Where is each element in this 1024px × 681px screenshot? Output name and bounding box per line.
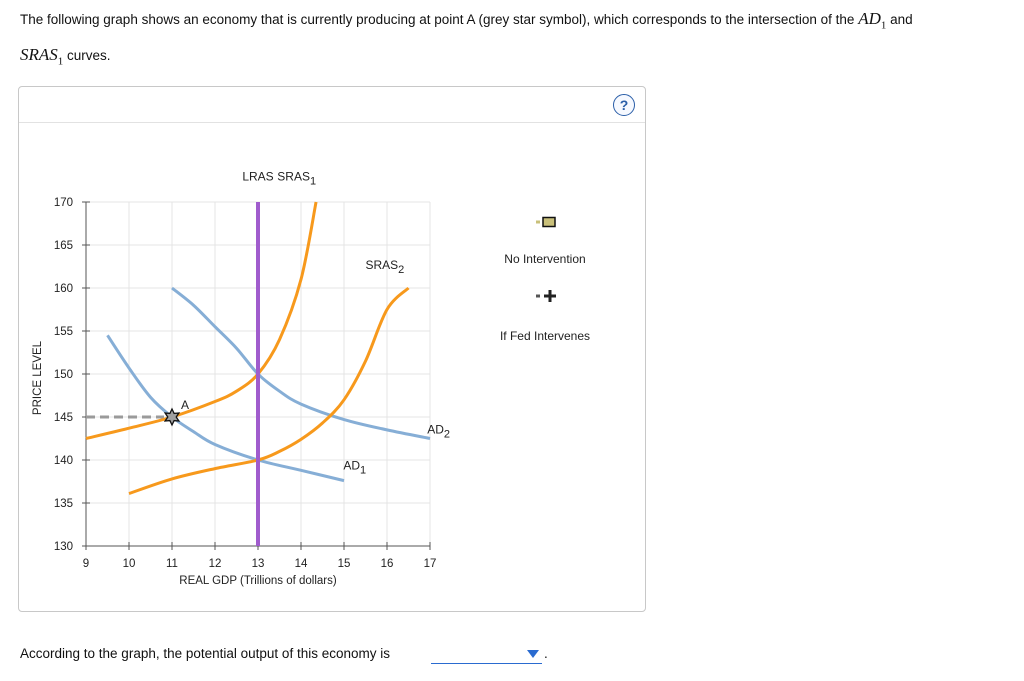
x-tick-label: 14 bbox=[295, 558, 308, 570]
label-lras: LRAS bbox=[242, 170, 273, 184]
intro-text-1: The following graph shows an economy tha… bbox=[20, 12, 859, 27]
potential-output-question: According to the graph, the potential ou… bbox=[20, 646, 390, 661]
x-tick-label: 13 bbox=[252, 558, 265, 570]
x-tick-label: 16 bbox=[381, 558, 394, 570]
x-tick-label: 15 bbox=[338, 558, 351, 570]
label-ad2: AD2 bbox=[427, 422, 450, 440]
label-ad1: AD1 bbox=[343, 458, 366, 476]
x-tick-label: 10 bbox=[123, 558, 136, 570]
label-sras2: SRAS2 bbox=[365, 258, 404, 276]
x-tick-label: 9 bbox=[83, 558, 89, 570]
y-tick-label: 150 bbox=[54, 369, 73, 381]
sras1-base: SRAS bbox=[20, 45, 58, 65]
legend-no-intervention-label: No Intervention bbox=[504, 252, 585, 266]
y-tick-label: 170 bbox=[54, 197, 73, 209]
curve-sras1 bbox=[85, 201, 318, 440]
sras1-sub: 1 bbox=[57, 55, 64, 68]
intro-and: and bbox=[886, 12, 913, 27]
y-tick-label: 155 bbox=[54, 326, 73, 338]
x-tick-label: 11 bbox=[166, 558, 178, 570]
graph-panel: ? 130 135 140 145 150 155 160 165 170 9 10 11 12 13 14… bbox=[18, 86, 646, 612]
intro-text-2: curves. bbox=[63, 48, 111, 64]
x-axis-title: REAL GDP (Trillions of dollars) bbox=[179, 575, 337, 587]
x-tick-label: 12 bbox=[209, 558, 222, 570]
curve-sras2 bbox=[128, 286, 410, 495]
y-tick-label: 140 bbox=[54, 455, 73, 467]
legend-fed-label: If Fed Intervenes bbox=[500, 329, 590, 343]
curve-ad1 bbox=[106, 334, 345, 483]
potential-output-dropdown[interactable] bbox=[431, 645, 542, 664]
legend-no-intervention-square-icon bbox=[542, 216, 556, 228]
question-period: . bbox=[544, 646, 548, 661]
y-tick-label: 145 bbox=[54, 412, 73, 424]
help-button[interactable]: ? bbox=[613, 94, 635, 116]
ad-as-chart: 130 135 140 145 150 155 160 165 170 9 10 11 12 13 14 15… bbox=[32, 170, 590, 588]
point-a-star bbox=[163, 407, 181, 427]
y-tick-label: 165 bbox=[54, 240, 73, 252]
y-axis-title: PRICE LEVEL bbox=[32, 340, 44, 415]
y-tick-label: 135 bbox=[54, 498, 73, 510]
question-intro: The following graph shows an economy tha… bbox=[20, 4, 1010, 77]
sras1-math: SRAS1 bbox=[20, 45, 63, 67]
point-a-label: A bbox=[181, 398, 189, 412]
x-tick-label: 17 bbox=[424, 558, 437, 570]
ad1-math: AD1 bbox=[858, 9, 887, 32]
ad1-base: AD bbox=[858, 9, 881, 28]
help-icon: ? bbox=[619, 97, 629, 113]
label-sras1: SRAS1 bbox=[277, 170, 316, 188]
y-tick-label: 160 bbox=[54, 283, 73, 295]
panel-header: ? bbox=[19, 87, 645, 123]
curve-ad2 bbox=[171, 286, 431, 440]
legend-fed-cross-icon bbox=[544, 290, 556, 302]
ad1-sub: 1 bbox=[880, 19, 887, 32]
chevron-down-icon bbox=[527, 650, 539, 658]
y-tick-label: 130 bbox=[54, 541, 73, 553]
